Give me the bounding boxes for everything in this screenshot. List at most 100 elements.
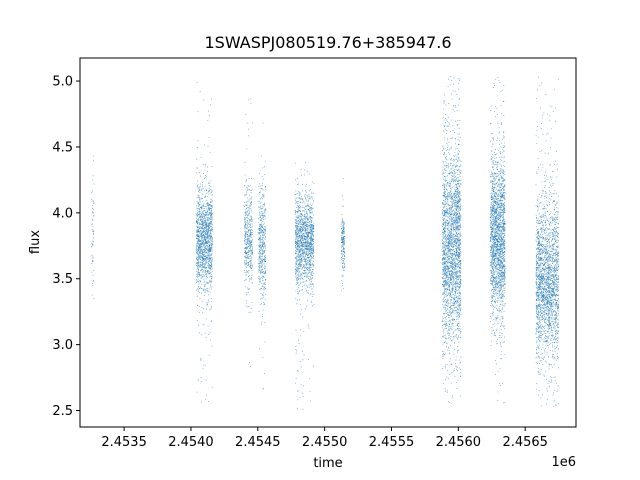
- data-point: [198, 196, 200, 198]
- data-point: [297, 236, 299, 238]
- data-point: [305, 218, 307, 219]
- data-point: [206, 255, 208, 256]
- data-point: [445, 266, 447, 268]
- data-point: [309, 247, 311, 249]
- data-point: [450, 311, 452, 313]
- data-point: [449, 215, 451, 217]
- data-point: [200, 360, 202, 362]
- data-point: [447, 222, 449, 224]
- data-point: [452, 265, 454, 267]
- data-point: [454, 189, 456, 190]
- data-point: [251, 249, 253, 251]
- data-point: [205, 241, 207, 242]
- data-point: [248, 218, 250, 220]
- data-point: [202, 288, 204, 290]
- data-point: [312, 224, 314, 226]
- data-point: [304, 242, 306, 243]
- data-point: [251, 266, 253, 268]
- data-point: [343, 258, 345, 260]
- data-point: [445, 281, 446, 283]
- data-point: [197, 238, 199, 240]
- data-point: [211, 248, 212, 250]
- data-point: [310, 229, 311, 231]
- data-point: [199, 258, 201, 260]
- data-point: [445, 247, 447, 249]
- data-point: [454, 191, 456, 192]
- data-point: [448, 258, 450, 260]
- data-point: [261, 288, 262, 289]
- data-point: [205, 221, 206, 223]
- data-point: [202, 250, 204, 252]
- data-point: [246, 255, 248, 257]
- data-point: [456, 230, 458, 232]
- data-point: [452, 252, 453, 254]
- data-point: [248, 242, 249, 244]
- data-point: [210, 211, 212, 213]
- data-point: [445, 176, 447, 177]
- data-point: [264, 210, 266, 212]
- data-point: [449, 311, 451, 313]
- data-point: [312, 192, 314, 194]
- data-point: [207, 231, 208, 232]
- data-point: [444, 277, 446, 279]
- data-point: [203, 241, 204, 243]
- data-point: [249, 266, 251, 267]
- data-point: [456, 316, 458, 318]
- data-point: [311, 192, 312, 194]
- data-point: [200, 359, 202, 360]
- data-point: [204, 284, 205, 286]
- data-point: [297, 222, 299, 224]
- data-point: [210, 260, 212, 261]
- data-point: [206, 217, 208, 218]
- data-point: [93, 202, 95, 204]
- data-point: [207, 220, 208, 222]
- data-point: [308, 190, 310, 192]
- data-point: [263, 222, 265, 224]
- data-point: [198, 244, 200, 246]
- data-point: [247, 247, 248, 248]
- data-point: [443, 278, 445, 280]
- data-point: [210, 265, 211, 266]
- data-point: [263, 195, 265, 196]
- data-point: [262, 233, 264, 235]
- data-point: [308, 246, 310, 248]
- data-point: [249, 242, 251, 244]
- data-point: [309, 225, 311, 227]
- data-point: [303, 266, 305, 268]
- data-point: [307, 247, 309, 249]
- data-point: [303, 221, 305, 223]
- data-point: [444, 180, 446, 181]
- data-point: [91, 254, 93, 256]
- data-point: [199, 244, 201, 245]
- data-point: [201, 259, 203, 261]
- data-point: [297, 224, 298, 226]
- data-point: [305, 186, 307, 188]
- data-point: [298, 222, 300, 224]
- data-point: [305, 254, 307, 255]
- data-point: [202, 246, 203, 248]
- data-point: [263, 287, 265, 288]
- data-point: [313, 240, 314, 242]
- data-point: [307, 218, 309, 220]
- data-point: [302, 233, 304, 235]
- data-point: [446, 252, 448, 253]
- data-point: [455, 235, 457, 237]
- data-point: [198, 247, 200, 249]
- data-point: [207, 228, 209, 230]
- data-point: [443, 220, 444, 221]
- data-point: [211, 194, 213, 196]
- data-point: [305, 285, 307, 287]
- data-point: [456, 297, 457, 299]
- data-point: [207, 246, 208, 248]
- data-point: [455, 242, 457, 244]
- data-point: [442, 239, 443, 241]
- data-point: [311, 263, 313, 265]
- data-point: [311, 237, 313, 239]
- data-point: [446, 143, 448, 144]
- data-point: [207, 267, 209, 269]
- data-point: [249, 215, 251, 217]
- data-point: [258, 193, 260, 195]
- data-point: [245, 236, 247, 238]
- data-point: [299, 264, 301, 266]
- data-point: [250, 249, 252, 251]
